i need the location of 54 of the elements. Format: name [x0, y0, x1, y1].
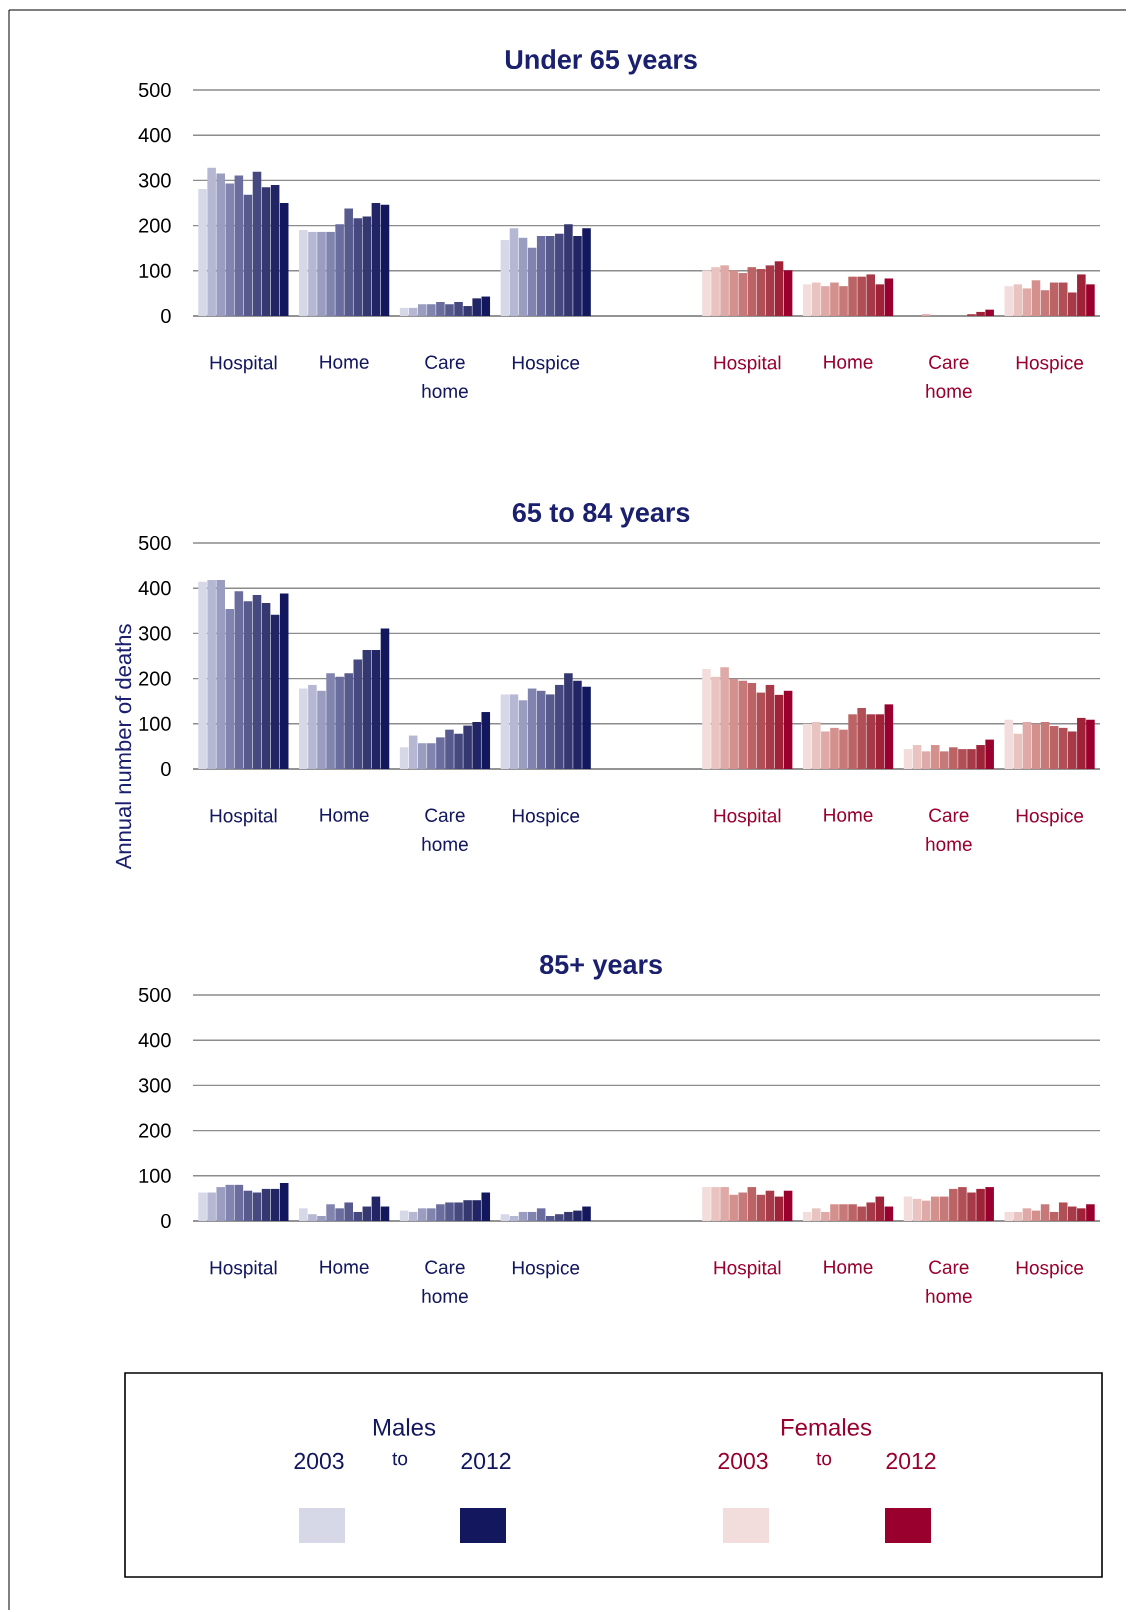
x-tick-label: Care home	[926, 1260, 972, 1303]
x-tick-label: Hospital	[714, 808, 781, 827]
y-tick-label: 300	[138, 1078, 171, 1093]
x-tick-label: Hospice	[1016, 1260, 1084, 1279]
x-tick-label: Hospital	[210, 808, 277, 827]
y-tick-label: 200	[139, 671, 171, 686]
text: Females	[781, 1418, 872, 1436]
x-tick-label: Hospice	[1016, 808, 1084, 827]
text: 2003	[718, 1452, 768, 1470]
x-tick-label: Hospital	[714, 1260, 781, 1279]
y-tick-label: 100	[139, 1168, 171, 1183]
y-tick-label: 0	[161, 761, 171, 777]
x-tick-label: Hospice	[1016, 355, 1084, 374]
y-tick-label: 0	[161, 308, 171, 324]
x-tick-label: Care home	[926, 808, 972, 851]
x-tick-label: Home	[320, 1260, 369, 1274]
y-tick-label: 400	[138, 581, 171, 596]
y-tick-label: 400	[138, 1033, 171, 1048]
x-tick-label: Home	[824, 1260, 873, 1274]
x-tick-label: Home	[824, 355, 873, 369]
y-tick-label: 500	[138, 82, 171, 98]
x-tick-label: Home	[320, 808, 369, 822]
text: 2012	[886, 1452, 936, 1470]
text: 2003	[294, 1452, 344, 1470]
text: 2012	[461, 1452, 511, 1470]
x-tick-label: Hospice	[512, 1260, 580, 1279]
text: to	[392, 1452, 408, 1466]
y-tick-label: 500	[138, 535, 171, 551]
y-tick-label: 400	[138, 128, 171, 143]
x-tick-label: Hospital	[210, 355, 277, 374]
y-tick-label: 300	[138, 626, 171, 641]
x-tick-label: Care home	[422, 355, 468, 398]
y-tick-label: 200	[139, 218, 171, 233]
text: Males	[373, 1418, 436, 1436]
y-axis-title: Annual number of deaths	[115, 624, 132, 870]
x-tick-label: Hospice	[512, 808, 580, 827]
y-tick-label: 500	[138, 987, 171, 1003]
x-tick-label: Hospice	[512, 355, 580, 374]
y-tick-label: 0	[161, 1213, 171, 1229]
y-tick-label: 200	[139, 1123, 171, 1138]
x-tick-label: Care home	[422, 808, 468, 851]
x-tick-label: Home	[824, 808, 873, 822]
x-tick-label: Care home	[926, 355, 972, 398]
text: to	[816, 1452, 832, 1466]
y-tick-label: 100	[139, 263, 171, 278]
x-tick-label: Hospital	[714, 355, 781, 374]
chart-title: Under 65 years	[505, 49, 697, 75]
chart-title: 65 to 84 years	[512, 503, 690, 528]
x-tick-label: Care home	[422, 1260, 468, 1303]
y-tick-label: 100	[139, 716, 171, 731]
x-tick-label: Home	[320, 355, 369, 369]
chart-title: 85+ years	[540, 955, 662, 980]
y-tick-label: 300	[138, 173, 171, 188]
x-tick-label: Hospital	[210, 1260, 277, 1279]
